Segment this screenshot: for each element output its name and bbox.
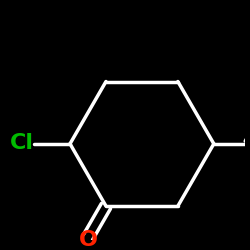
Text: O: O <box>78 230 98 250</box>
Text: Cl: Cl <box>10 132 34 152</box>
